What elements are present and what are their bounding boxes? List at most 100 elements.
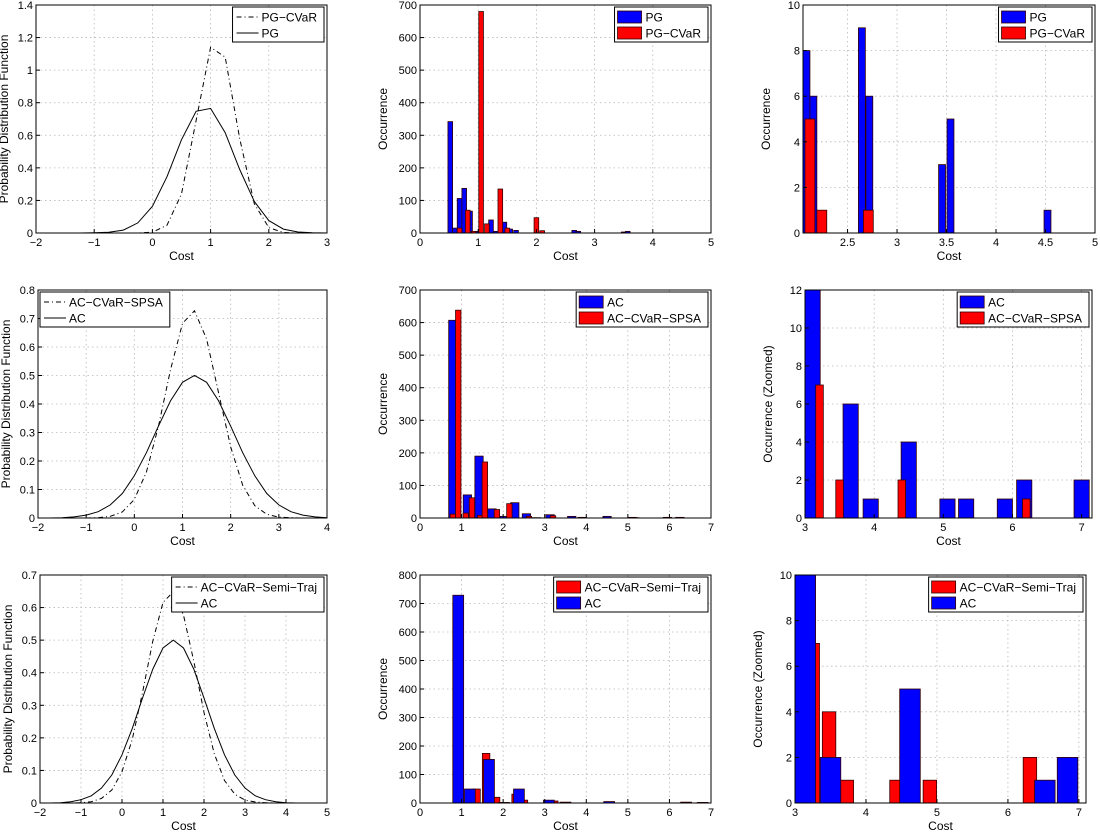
bar-red [456,227,463,233]
legend-color-swatch [556,596,582,610]
legend-label: AC [69,312,86,326]
legend: AC AC−CVaR−SPSA [575,291,709,328]
legend-box [39,291,171,328]
y-tick-label: 8 [796,361,802,373]
x-tick-label: −2 [32,522,45,534]
bar-blue [464,788,476,803]
x-tick-label: 4 [993,237,999,249]
series-group [795,575,1079,803]
subplot-5: 0 1 2 3 4 5 6 7 0 100 200 300 400 500 600 700 Cost Occurr… [376,285,714,548]
y-tick-label: 0.5 [22,635,37,647]
axes-frame [35,4,328,234]
y-tick-label: 8 [794,46,800,58]
x-tick-label: 5 [324,807,330,819]
legend-label: AC [988,296,1005,310]
bar-red [484,223,490,233]
x-tick-label: 5 [1092,237,1098,249]
legend-color-swatch [959,295,985,309]
x-tick-label: 0 [149,237,155,249]
y-tick-label: 700 [399,599,417,611]
y-tick-label: 0 [27,228,33,240]
legend-label: AC [607,296,624,310]
bar-blue [946,118,955,233]
x-tick-label: 0 [417,522,423,534]
bar-red [835,479,844,518]
legend-label: PG−CVaR [262,11,318,25]
x-tick-label: 5 [940,522,946,534]
bar-red [804,118,816,233]
y-tick-label: 6 [796,399,802,411]
y-tick-label: 0.2 [18,195,33,207]
y-tick-label: 600 [399,627,417,639]
legend-color-swatch [556,580,582,594]
series-line-2 [40,639,327,803]
subplot-1: −2 −1 0 1 2 3 0 0.2 0.4 0.6 0.8 1 1.2 1.4 Cost Probabil… [0,0,330,263]
legend: AC AC−CVaR−SPSA [956,291,1090,328]
x-tick-label: 3 [792,807,798,819]
bar-red [922,779,937,803]
bar-red [539,230,545,233]
bar-red [1022,498,1031,518]
plot-area [420,290,711,518]
x-tick-label: 3 [276,522,282,534]
y-tick-label: 0 [31,798,37,810]
subplot-4: −2 −1 0 1 2 3 4 0 0.1 0.2 0.3 0.4 0.5 0.6 0.7 0.8 Cost Pr… [0,285,330,548]
y-tick-label: 100 [399,195,417,207]
y-tick-label: 400 [399,383,417,395]
x-tick-label: 1 [160,807,166,819]
y-tick-label: 200 [399,741,417,753]
y-tick-label: 4 [794,137,800,149]
bar-blue [513,788,525,803]
y-tick-label: 0 [796,513,802,525]
x-tick-label: 5 [934,807,940,819]
legend-color-swatch [578,295,604,309]
subplot-2: 0 1 2 3 4 5 0 100 200 300 400 500 600 700 Cost Occurren… [376,0,714,263]
y-tick-label: 0 [411,798,417,810]
y-axis-label: Occurrence (Zoomed) [751,630,765,747]
bar-blue [899,688,921,803]
y-tick-label: 10 [788,0,800,12]
subplot-9: 3 4 5 6 7 0 2 4 6 8 10 Cost Occurrence (Zoomed) AC−CV… [751,570,1087,832]
x-axis-label: Cost [169,249,194,263]
x-tick-label: 0 [417,237,423,249]
y-tick-label: 0.5 [20,371,35,383]
bar-red [481,461,488,518]
bar-red [464,209,471,233]
bar-blue [625,230,631,233]
bar-red [816,209,828,233]
y-tick-label: 0.2 [20,456,35,468]
legend-color-swatch [931,580,957,594]
x-tick-label: 4 [650,237,656,249]
legend-color-swatch [578,311,604,325]
y-tick-label: 600 [399,318,417,330]
x-tick-label: 1 [179,522,185,534]
x-tick-label: 4.5 [1038,237,1053,249]
x-tick-label: 2 [266,237,272,249]
y-axis-label: Occurrence [376,658,390,720]
legend-color-swatch [1001,10,1026,24]
y-tick-label: 0.3 [22,700,37,712]
bar-red [497,188,504,233]
x-tick-label: 2 [500,807,506,819]
x-tick-label: 1 [475,237,481,249]
x-axis-label: Cost [553,534,578,548]
bar-blue [452,594,465,803]
bar-red [455,309,462,518]
x-tick-label: 2 [201,807,207,819]
x-tick-label: 3.5 [939,237,954,249]
legend-color-swatch [1001,26,1026,40]
y-tick-label: 0.1 [20,485,35,497]
legend-box [232,6,325,43]
y-axis-label: Probability Distribution Function [0,320,13,489]
plot-area [795,575,1086,803]
legend-color-swatch [617,10,642,24]
y-tick-label: 0.2 [22,733,37,745]
y-tick-label: 700 [399,0,417,12]
y-tick-label: 700 [399,285,417,297]
y-tick-label: 600 [399,33,417,45]
y-tick-label: 1 [27,65,33,77]
bar-red [862,209,874,233]
bar-blue [1034,779,1056,803]
axes-frame [39,574,328,804]
x-tick-label: 4 [324,522,330,534]
